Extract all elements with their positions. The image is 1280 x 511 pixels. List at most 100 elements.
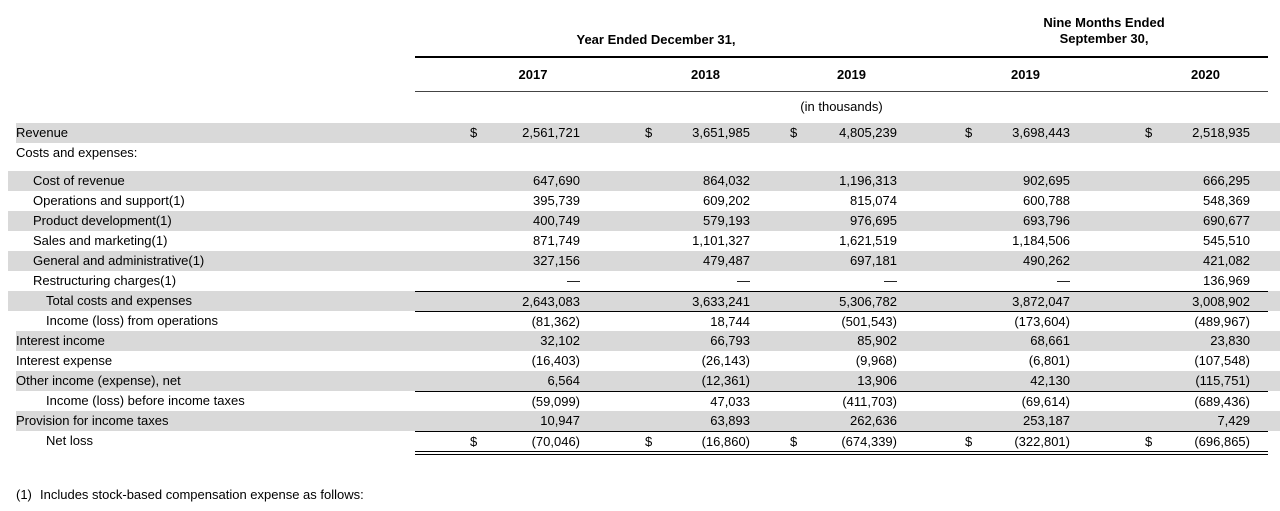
- dollar-sign-cell: [965, 392, 981, 411]
- table-row: Cost of revenue 647,690 864,032 1,196,313 90…: [0, 171, 1280, 191]
- dollar-sign-cell: [645, 143, 661, 163]
- dollar-sign-cell: [645, 191, 661, 211]
- year-header-columns: 2017 2018 2019 2019 2020: [415, 58, 1268, 92]
- dollar-sign-cell: [790, 211, 806, 231]
- amount-cell: 63,893: [710, 413, 750, 428]
- dollar-sign-cell: [1145, 411, 1161, 431]
- dollar-sign-cell: [645, 331, 661, 351]
- column-gap: [580, 351, 645, 371]
- amount-cell: 13,906: [857, 373, 897, 388]
- dollar-sign-cell: [645, 312, 661, 331]
- amount-cell: 548,369: [1203, 193, 1250, 208]
- column-gap: [1070, 411, 1145, 431]
- dollar-sign-cell: [470, 251, 486, 271]
- column-gap: [415, 123, 470, 143]
- year-column-header: 2018: [691, 66, 720, 82]
- units-row: (in thousands): [0, 92, 1280, 123]
- amount-cell: (696,865): [1194, 434, 1250, 449]
- column-gap: [897, 251, 965, 271]
- dollar-sign-cell: [470, 171, 486, 191]
- row-tail-spacer: [1250, 392, 1268, 411]
- column-gap: [1070, 371, 1145, 391]
- dollar-sign-cell: [965, 351, 981, 371]
- nine-months-group-header-line1: Nine Months Ended: [1043, 15, 1165, 30]
- dollar-sign-cell: $: [965, 434, 973, 449]
- column-gap: [750, 191, 790, 211]
- amount-cell: 902,695: [1023, 173, 1070, 188]
- amount-cell: 253,187: [1023, 413, 1070, 428]
- year-dollar-spacer: [645, 58, 661, 91]
- dollar-sign-cell: [790, 231, 806, 251]
- row-values: $2,561,721 $3,651,985 $4,805,239 $3,698,443…: [415, 123, 1268, 143]
- column-gap: [750, 351, 790, 371]
- column-gap: [897, 191, 965, 211]
- amount-cell: (69,614): [1021, 394, 1070, 409]
- statement-table-body: Revenue $2,561,721 $3,651,985 $4,805,239 $3,…: [0, 123, 1280, 455]
- row-values: $ (70,046) $ (16,860) $ (674,339) $ (322,801) $ (…: [415, 431, 1268, 455]
- amount-cell: 5,306,782: [839, 294, 897, 309]
- dollar-sign-cell: [645, 211, 661, 231]
- column-gap: [750, 123, 790, 143]
- amount-cell: 579,193: [703, 213, 750, 228]
- column-gap: [415, 191, 470, 211]
- column-gap: [580, 392, 645, 411]
- dollar-sign-cell: [470, 231, 486, 251]
- table-row: Operations and support(1) 395,739 609,202 8…: [0, 191, 1280, 211]
- column-gap: [415, 392, 470, 411]
- footnote-text: Includes stock-based compensation expens…: [40, 487, 364, 502]
- row-label: Interest expense: [16, 353, 113, 368]
- column-gap: [1070, 432, 1145, 451]
- dollar-sign-cell: $: [645, 125, 653, 140]
- row-label: Costs and expenses:: [16, 145, 138, 160]
- amount-cell: 85,902: [857, 333, 897, 348]
- dollar-sign-cell: [645, 171, 661, 191]
- dollar-sign-cell: [645, 411, 661, 431]
- amount-cell: 3,698,443: [1012, 125, 1070, 140]
- dollar-sign-cell: [1145, 191, 1161, 211]
- table-row: Product development(1) 400,749 579,193 976,…: [0, 211, 1280, 231]
- amount-cell: —: [737, 273, 750, 288]
- dollar-sign-cell: [645, 392, 661, 411]
- row-label: Restructuring charges(1): [33, 273, 177, 288]
- row-values: 871,749 1,101,327 1,621,519 1,184,506 545,51…: [415, 231, 1268, 251]
- row-values: (59,099) 47,033 (411,703) (69,614) (689,436): [415, 391, 1268, 411]
- row-label: Interest income: [16, 333, 105, 348]
- column-gap: [750, 251, 790, 271]
- dollar-sign-cell: [470, 211, 486, 231]
- column-gap: [580, 371, 645, 391]
- header-label-spacer: [0, 8, 415, 58]
- row-tail-spacer: [1250, 123, 1268, 143]
- column-gap: [750, 411, 790, 431]
- year-ended-group-header: Year Ended December 31,: [576, 32, 736, 47]
- year-column-header: 2019: [1011, 66, 1040, 82]
- dollar-sign-cell: [965, 211, 981, 231]
- dollar-sign-cell: [1145, 171, 1161, 191]
- amount-cell: 609,202: [703, 193, 750, 208]
- dollar-sign-cell: $: [470, 125, 478, 140]
- year-tail-spacer: [1250, 58, 1268, 91]
- amount-cell: 693,796: [1023, 213, 1070, 228]
- dollar-sign-cell: $: [790, 434, 798, 449]
- dollar-sign-cell: $: [790, 125, 798, 140]
- amount-cell: 47,033: [710, 394, 750, 409]
- year-dollar-spacer: [790, 58, 806, 91]
- column-gap: [415, 171, 470, 191]
- column-gap: [580, 191, 645, 211]
- amount-cell: [661, 143, 750, 163]
- footnote: (1) Includes stock-based compensation ex…: [0, 487, 1280, 502]
- table-row: Other income (expense), net 6,564 (12,361)…: [0, 371, 1280, 391]
- column-gap: [750, 432, 790, 451]
- dollar-sign-cell: [1145, 231, 1161, 251]
- amount-cell: —: [567, 273, 580, 288]
- row-values: 10,947 63,893 262,636 253,187 7,429: [415, 411, 1268, 431]
- dollar-sign-cell: [470, 331, 486, 351]
- amount-cell: 6,564: [547, 373, 580, 388]
- column-gap: [415, 371, 470, 391]
- row-tail-spacer: [1250, 331, 1268, 351]
- amount-cell: 1,196,313: [839, 173, 897, 188]
- amount-cell: 4,805,239: [839, 125, 897, 140]
- column-gap: [580, 271, 645, 291]
- row-label: Sales and marketing(1): [33, 233, 168, 248]
- dollar-sign-cell: [470, 371, 486, 391]
